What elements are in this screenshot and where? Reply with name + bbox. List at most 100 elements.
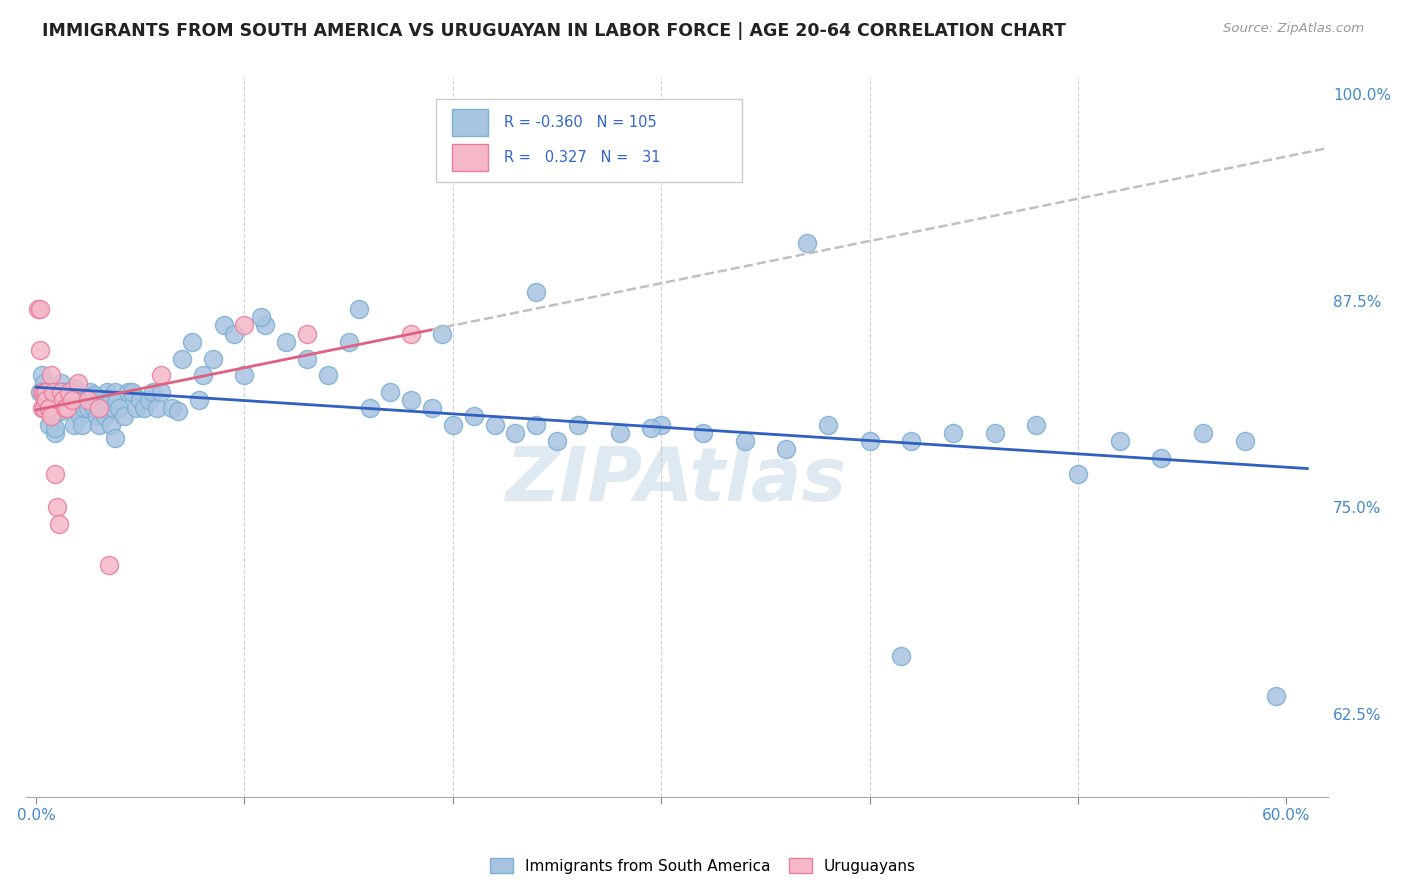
Point [38, 401, 60, 416]
Point [39, 392, 62, 407]
Point [100, 417, 122, 432]
Point [34, 376, 56, 391]
Point [399, 326, 422, 341]
Point [1192, 425, 1215, 440]
Point [233, 318, 256, 333]
Point [58, 392, 80, 407]
Point [166, 404, 188, 418]
Point [134, 401, 156, 416]
Point [30, 343, 52, 358]
Point [104, 431, 127, 445]
Point [65, 401, 87, 416]
Text: R = -0.360   N = 105: R = -0.360 N = 105 [503, 115, 657, 130]
Point [77, 401, 100, 416]
Point [52, 392, 75, 407]
Text: ZIPAtlas: ZIPAtlas [506, 443, 848, 516]
Point [35, 401, 58, 416]
Point [39, 409, 62, 424]
Point [337, 334, 360, 349]
Point [27, 301, 49, 316]
Point [53, 384, 76, 399]
Point [45, 500, 67, 515]
Point [276, 334, 298, 349]
Point [53, 401, 76, 416]
Point [35, 392, 58, 407]
Point [73, 401, 96, 416]
Point [399, 392, 422, 407]
Point [62, 417, 84, 432]
Point [125, 401, 148, 416]
Point [432, 326, 454, 341]
Point [817, 417, 839, 432]
Point [39, 368, 62, 382]
Point [44, 425, 66, 440]
Point [142, 384, 165, 399]
Point [90, 392, 112, 407]
Point [1025, 417, 1047, 432]
Point [45, 384, 67, 399]
Point [34, 384, 56, 399]
Point [138, 392, 160, 407]
Point [86, 409, 108, 424]
Point [31, 368, 53, 382]
Point [31, 384, 53, 399]
Point [38, 401, 60, 416]
Point [70, 417, 93, 432]
Point [484, 417, 506, 432]
Point [160, 401, 183, 416]
Point [212, 318, 235, 333]
Point [49, 404, 72, 418]
Point [58, 384, 80, 399]
Point [48, 401, 70, 416]
Point [60, 384, 83, 399]
Point [359, 401, 381, 416]
Point [79, 384, 101, 399]
Legend: Immigrants from South America, Uruguayans: Immigrants from South America, Uruguayan… [484, 852, 922, 880]
Point [91, 401, 114, 416]
Text: R =   0.327   N =   31: R = 0.327 N = 31 [503, 150, 661, 165]
Point [87, 417, 110, 432]
Point [98, 392, 121, 407]
Point [42, 409, 65, 424]
Point [69, 409, 91, 424]
Point [49, 384, 72, 399]
Point [567, 417, 589, 432]
Point [150, 384, 173, 399]
Point [129, 392, 152, 407]
Point [30, 384, 52, 399]
Point [52, 392, 75, 407]
Point [734, 434, 756, 449]
Point [56, 401, 79, 416]
Point [420, 401, 443, 416]
Point [1233, 434, 1256, 449]
Point [103, 401, 125, 416]
Point [1265, 689, 1288, 703]
Point [1150, 450, 1173, 465]
Bar [451, 144, 488, 171]
Point [83, 388, 105, 402]
Point [942, 425, 965, 440]
Point [250, 310, 273, 325]
Point [30, 301, 52, 316]
Point [775, 442, 797, 457]
Point [150, 368, 173, 382]
Point [546, 434, 568, 449]
Point [35, 384, 58, 399]
Point [295, 351, 318, 366]
Point [1108, 434, 1130, 449]
Point [316, 368, 339, 382]
Point [191, 368, 214, 382]
Point [66, 376, 89, 391]
Point [202, 351, 225, 366]
Point [75, 392, 97, 407]
Point [505, 425, 527, 440]
Point [983, 425, 1005, 440]
Text: Source: ZipAtlas.com: Source: ZipAtlas.com [1223, 22, 1364, 36]
Point [98, 558, 121, 573]
Point [441, 417, 464, 432]
Point [44, 421, 66, 435]
Point [49, 376, 72, 391]
Point [104, 384, 127, 399]
Point [796, 235, 818, 250]
Point [82, 392, 104, 407]
